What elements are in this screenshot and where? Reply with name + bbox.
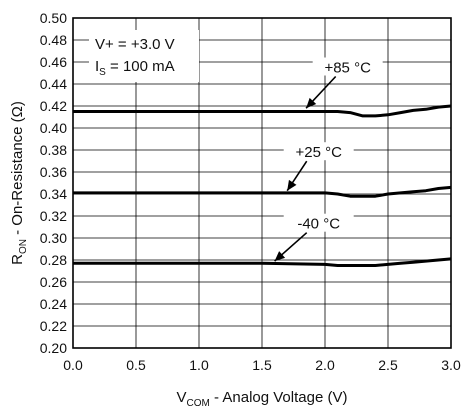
annotation-arrowhead [287, 179, 297, 191]
y-tick-label: 0.32 [40, 208, 67, 224]
conditions-box: V+ = +3.0 V IS = 100 mA [89, 30, 199, 82]
x-tick-label: 2.5 [378, 357, 398, 373]
x-tick-label: 1.5 [252, 357, 272, 373]
x-tick-label: 0.0 [63, 357, 83, 373]
x-tick-label: 3.0 [441, 357, 461, 373]
y-tick-label: 0.44 [40, 76, 67, 92]
y-axis-title: RON - On-Resistance (Ω) [9, 101, 29, 265]
condition-text: IS = 100 mA [95, 58, 175, 78]
y-tick-label: 0.22 [40, 318, 67, 334]
condition-text: V+ = +3.0 V [95, 36, 175, 53]
y-tick-label: 0.42 [40, 98, 67, 114]
y-tick-label: 0.36 [40, 164, 67, 180]
annotation-arrowhead [306, 97, 317, 109]
annotation-label-background [283, 213, 354, 232]
conditions-background [89, 30, 199, 82]
y-tick-label: 0.46 [40, 54, 67, 70]
y-tick-label: 0.48 [40, 32, 67, 48]
series-line [73, 257, 452, 267]
annotation-arrowhead [274, 251, 286, 262]
series-line [73, 104, 452, 118]
x-axis-title: VCOM - Analog Voltage (V) [177, 389, 348, 409]
x-tick-label: 2.0 [315, 357, 335, 373]
y-tick-label: 0.30 [40, 230, 67, 246]
y-tick-label: 0.34 [40, 186, 67, 202]
annotation-label-background [283, 142, 354, 161]
series-label: +25 °C [295, 144, 342, 161]
series-label: -40 °C [297, 216, 340, 233]
y-tick-label: 0.50 [40, 10, 67, 26]
annotation-label-background [312, 57, 383, 76]
series-label: +85 °C [324, 60, 371, 77]
series-line [73, 185, 452, 198]
series-annotations: +85 °C +25 °C -40 °C [274, 57, 383, 262]
y-tick-label: 0.20 [40, 340, 67, 356]
plot-frame [72, 17, 452, 349]
x-tick-label: 1.0 [189, 357, 209, 373]
y-tick-label: 0.40 [40, 120, 67, 136]
y-tick-label: 0.38 [40, 142, 67, 158]
y-tick-label: 0.28 [40, 252, 67, 268]
tick-labels: 0.20 0.22 0.24 0.26 0.28 0.30 0.32 0.34 0.36 0.38… [40, 10, 461, 373]
series-lines [73, 104, 452, 267]
y-tick-label: 0.24 [40, 296, 67, 312]
x-tick-label: 0.5 [126, 357, 146, 373]
y-tick-label: 0.26 [40, 274, 67, 290]
